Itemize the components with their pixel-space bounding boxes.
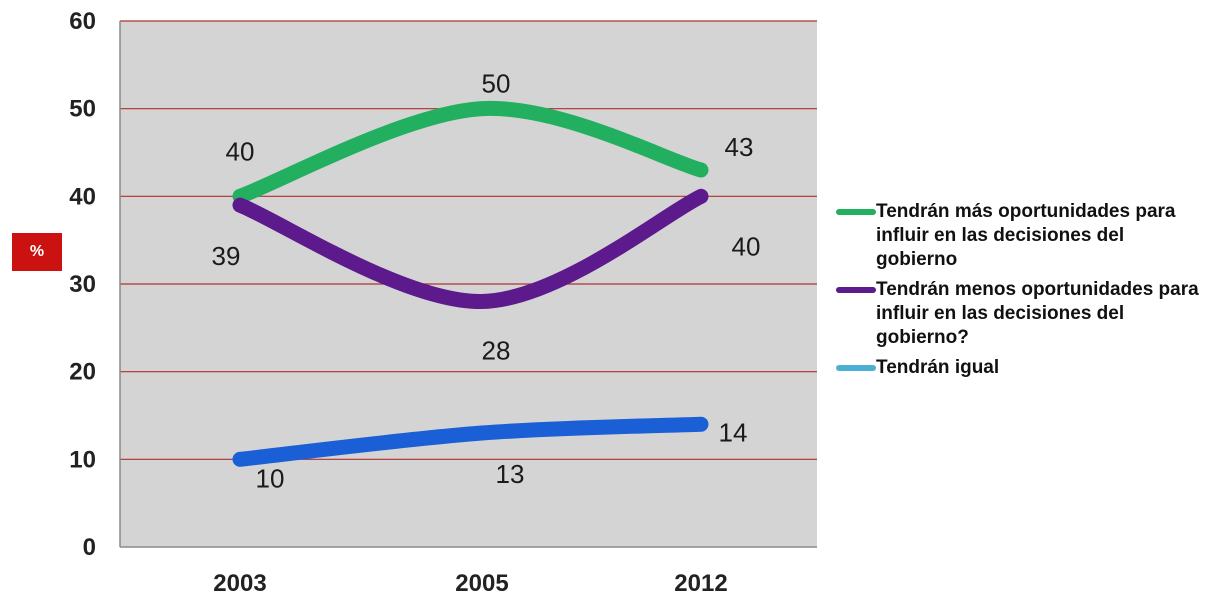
legend-item-igual: Tendrán igual — [836, 356, 1206, 380]
y-tick-label: 30 — [69, 271, 96, 298]
legend-item-menos: Tendrán menos oportunidades para influir… — [836, 278, 1206, 350]
data-labels: 40 50 43 39 28 40 10 13 14 — [212, 69, 761, 494]
legend-swatch-igual — [836, 365, 876, 371]
y-tick-label: 0 — [83, 534, 96, 561]
legend-label-mas: Tendrán más oportunidades para influir e… — [876, 201, 1176, 270]
x-tick-label: 2003 — [213, 570, 266, 597]
y-tick-label: 20 — [69, 359, 96, 386]
data-label-menos: 40 — [732, 231, 761, 261]
x-tick-label: 2012 — [674, 570, 727, 597]
legend-label-igual: Tendrán igual — [876, 357, 1000, 378]
legend-swatch-mas — [836, 209, 876, 215]
x-axis-ticks: 2003 2005 2012 — [213, 570, 727, 597]
y-tick-label: 60 — [69, 8, 96, 35]
x-tick-label: 2005 — [455, 570, 508, 597]
data-label-menos: 39 — [212, 241, 241, 271]
y-axis-ticks: 0 10 20 30 40 50 60 — [69, 8, 96, 561]
data-label-igual: 10 — [256, 463, 285, 493]
data-label-mas: 40 — [226, 136, 255, 166]
legend-swatch-menos — [836, 287, 876, 293]
data-label-igual: 14 — [719, 417, 748, 447]
y-tick-label: 10 — [69, 446, 96, 473]
legend: Tendrán más oportunidades para influir e… — [836, 200, 1206, 386]
series-line-menos — [232, 188, 709, 310]
series-line-mas — [232, 101, 709, 204]
legend-label-menos: Tendrán menos oportunidades para influir… — [876, 279, 1199, 348]
series-line-igual — [232, 416, 709, 467]
data-label-mas: 43 — [725, 132, 754, 162]
data-label-igual: 13 — [496, 459, 525, 489]
y-axis-unit-label: % — [12, 233, 62, 271]
y-tick-label: 50 — [69, 96, 96, 123]
y-tick-label: 40 — [69, 183, 96, 210]
data-label-menos: 28 — [482, 336, 511, 366]
data-label-mas: 50 — [482, 69, 511, 99]
series-lines — [232, 101, 709, 467]
legend-item-mas: Tendrán más oportunidades para influir e… — [836, 200, 1206, 272]
